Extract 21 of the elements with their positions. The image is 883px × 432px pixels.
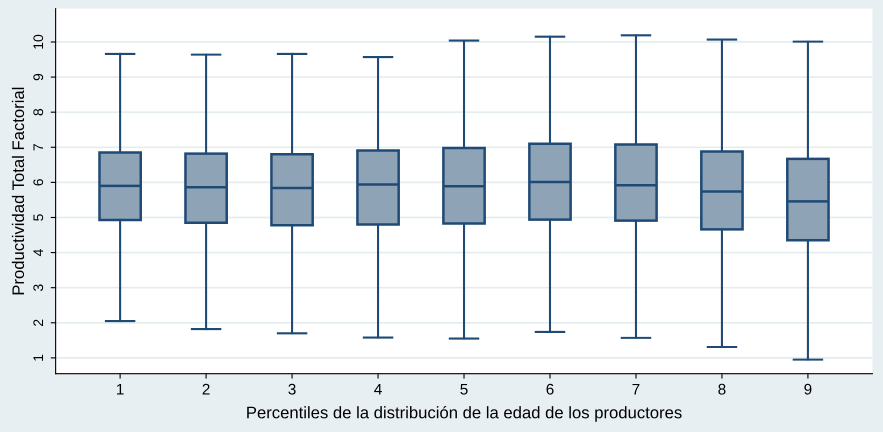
x-tick-label: 9: [804, 384, 812, 395]
x-tick-label: 5: [460, 384, 468, 395]
x-tick-label: 2: [202, 384, 210, 394]
y-tick-label: 10: [33, 34, 44, 49]
x-axis-title: Percentiles de la distribución de la edad de los productores: [247, 406, 682, 422]
x-tick-label: 3: [288, 384, 296, 395]
y-tick-label: 9: [33, 74, 44, 80]
x-tick-label: 4: [374, 384, 382, 394]
x-tick-label: 7: [632, 384, 640, 394]
y-tick-label: 5: [33, 214, 44, 221]
y-tick-label: 4: [33, 249, 44, 256]
y-tick-label: 7: [33, 144, 44, 150]
y-axis-title: Productividad Total Factorial: [12, 88, 24, 294]
y-tick-label: 1: [33, 354, 44, 361]
x-tick-label: 6: [546, 384, 554, 395]
y-tick-label: 2: [33, 320, 44, 326]
y-tick-label: 3: [33, 284, 44, 292]
y-tick-label: 6: [33, 179, 44, 186]
x-tick-label: 8: [718, 384, 726, 395]
x-tick-label: 1: [117, 384, 124, 394]
y-tick-label: 8: [33, 108, 44, 116]
